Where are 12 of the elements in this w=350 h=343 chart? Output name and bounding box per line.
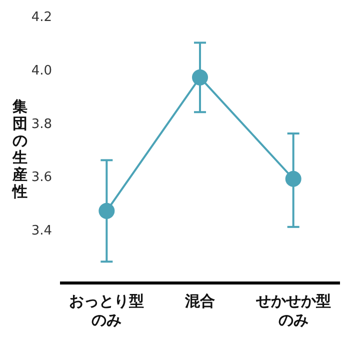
x-tick-label: おっとり型のみ — [69, 292, 144, 329]
point — [98, 202, 115, 219]
y-axis-title: 集団の生産性 — [12, 98, 28, 200]
x-tick-label: 混合 — [184, 292, 215, 310]
y-tick-label: 3.4 — [31, 224, 52, 239]
point — [192, 69, 208, 86]
y-tick-label: 4.2 — [31, 10, 52, 25]
y-tick-label: 3.6 — [31, 170, 52, 186]
point — [285, 170, 302, 187]
y-tick-label: 4.0 — [31, 63, 52, 78]
x-tick-label: せかせか型のみ — [254, 292, 331, 329]
y-tick-label: 3.8 — [31, 116, 52, 132]
